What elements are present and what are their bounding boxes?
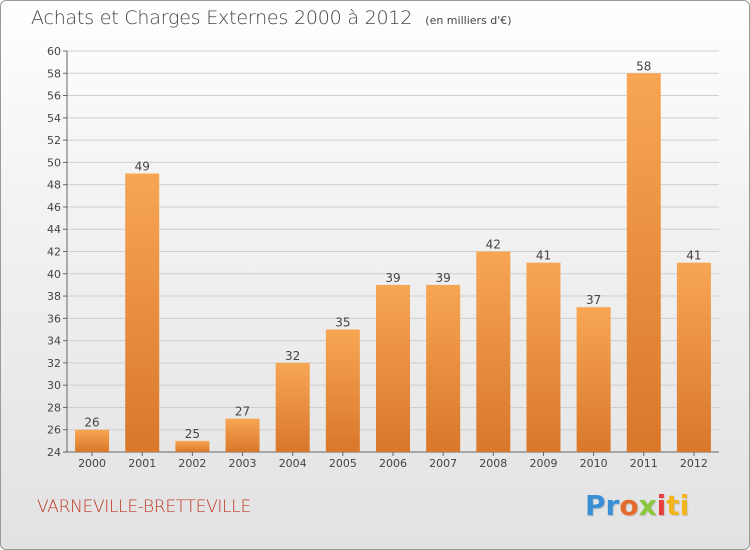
y-tick-label: 28 xyxy=(47,401,61,414)
bar xyxy=(626,73,661,453)
x-tick-label: 2000 xyxy=(78,457,106,470)
data-label: 37 xyxy=(586,293,601,307)
y-tick-label: 50 xyxy=(47,156,61,169)
y-tick-label: 36 xyxy=(47,312,61,325)
bar xyxy=(75,429,110,452)
bar xyxy=(426,284,461,452)
x-tick-label: 2012 xyxy=(680,457,708,470)
data-label: 41 xyxy=(686,249,701,263)
bar xyxy=(275,362,310,452)
bar xyxy=(225,418,260,452)
y-tick-label: 38 xyxy=(47,290,61,303)
data-label: 27 xyxy=(235,405,250,419)
proxiti-logo: Proxiti xyxy=(585,489,689,522)
x-tick-label: 2011 xyxy=(630,457,658,470)
x-tick-label: 2009 xyxy=(529,457,557,470)
bar xyxy=(125,173,160,452)
bar xyxy=(376,284,410,452)
data-label: 39 xyxy=(436,271,451,285)
y-tick-label: 32 xyxy=(47,357,61,370)
data-label: 35 xyxy=(335,315,350,329)
bar xyxy=(325,329,360,452)
bar xyxy=(526,262,561,452)
y-tick-label: 42 xyxy=(47,246,61,259)
y-tick-label: 54 xyxy=(47,112,61,125)
logo-part: Pr xyxy=(585,489,620,522)
x-tick-label: 2010 xyxy=(580,457,608,470)
commune-name: VARNEVILLE-BRETTEVILLE xyxy=(37,497,251,517)
data-label: 42 xyxy=(486,238,501,252)
y-tick-label: 44 xyxy=(47,223,61,236)
y-tick-label: 34 xyxy=(47,335,61,348)
chart-title-block: Achats et Charges Externes 2000 à 2012 (… xyxy=(31,7,512,29)
logo-part: i xyxy=(656,489,667,522)
y-tick-label: 48 xyxy=(47,179,61,192)
data-label: 26 xyxy=(84,416,99,430)
data-label: 25 xyxy=(185,427,200,441)
y-tick-label: 26 xyxy=(47,424,61,437)
x-tick-label: 2002 xyxy=(178,457,206,470)
bar xyxy=(476,251,511,452)
data-label: 58 xyxy=(636,59,651,73)
y-tick-label: 52 xyxy=(47,134,61,147)
y-tick-label: 46 xyxy=(47,201,61,214)
data-label: 41 xyxy=(536,249,551,263)
bar xyxy=(175,440,210,452)
x-tick-label: 2003 xyxy=(229,457,257,470)
data-label: 39 xyxy=(385,271,400,285)
chart-unit: (en milliers d'€) xyxy=(425,14,512,27)
logo-part: ti xyxy=(666,489,690,522)
x-tick-label: 2005 xyxy=(329,457,357,470)
y-tick-label: 24 xyxy=(47,446,61,459)
y-tick-label: 30 xyxy=(47,379,61,392)
bar xyxy=(576,307,611,452)
y-tick-label: 60 xyxy=(47,45,61,58)
x-tick-label: 2006 xyxy=(379,457,407,470)
logo-part: o xyxy=(619,489,639,522)
bar xyxy=(676,262,711,452)
x-tick-label: 2004 xyxy=(279,457,307,470)
x-tick-label: 2007 xyxy=(429,457,457,470)
logo-part: x xyxy=(638,489,657,522)
y-tick-label: 58 xyxy=(47,67,61,80)
y-tick-label: 40 xyxy=(47,268,61,281)
chart-title: Achats et Charges Externes 2000 à 2012 xyxy=(31,7,413,29)
x-tick-label: 2008 xyxy=(479,457,507,470)
x-tick-label: 2001 xyxy=(128,457,156,470)
data-label: 32 xyxy=(285,349,300,363)
data-label: 49 xyxy=(135,160,150,174)
y-tick-label: 56 xyxy=(47,90,61,103)
